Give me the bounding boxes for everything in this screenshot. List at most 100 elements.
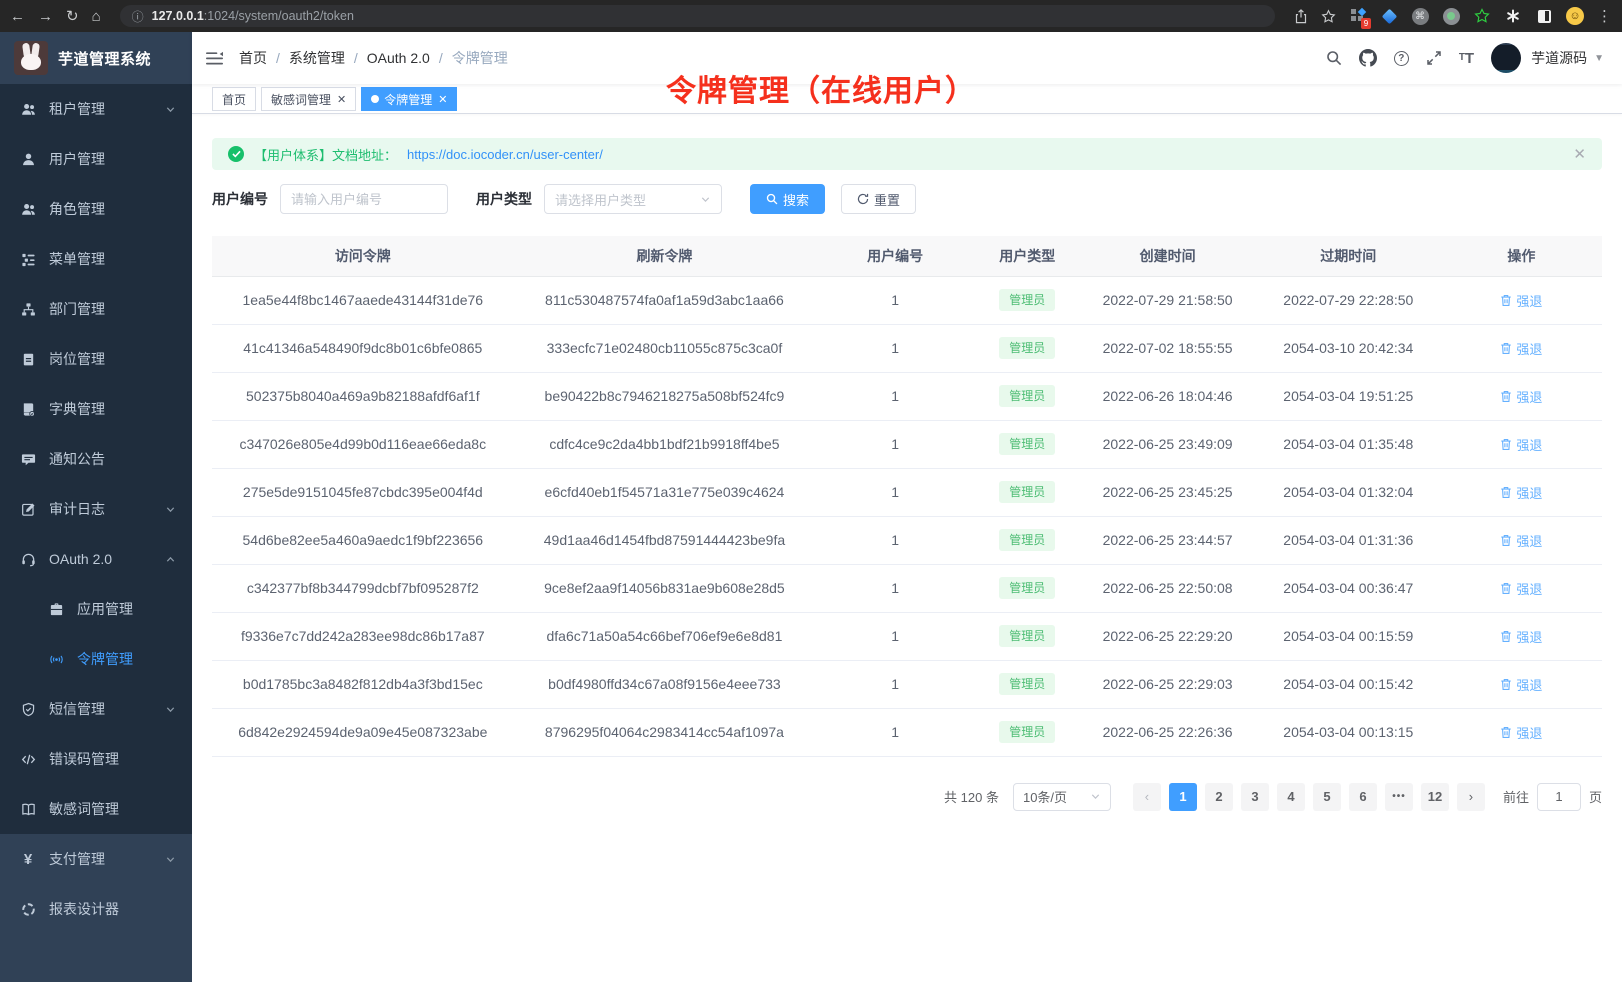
force-logout-button[interactable]: 强退 bbox=[1500, 483, 1542, 502]
sidebar-item-pay[interactable]: ¥ 支付管理 bbox=[0, 834, 192, 884]
sidebar-item-label: 令牌管理 bbox=[77, 651, 133, 667]
force-logout-button[interactable]: 强退 bbox=[1500, 387, 1542, 406]
extension-grid-icon[interactable]: 9 bbox=[1349, 7, 1371, 29]
github-icon[interactable] bbox=[1358, 49, 1377, 67]
jump-page-input[interactable] bbox=[1536, 782, 1581, 811]
sidebar-item-sensitive-word[interactable]: 敏感词管理 bbox=[0, 784, 192, 834]
site-info-icon[interactable]: ⓘ bbox=[131, 9, 144, 24]
sidebar-item-user[interactable]: 用户管理 bbox=[0, 134, 192, 184]
prev-page-button[interactable]: ‹ bbox=[1132, 782, 1161, 811]
sidebar-item-error-code[interactable]: 错误码管理 bbox=[0, 734, 192, 784]
cell-user-id: 1 bbox=[815, 276, 976, 325]
share-icon[interactable] bbox=[1294, 8, 1308, 24]
sidebar-item-audit-log[interactable]: 审计日志 bbox=[0, 484, 192, 534]
command-extension-icon[interactable]: ⌘ bbox=[1411, 7, 1429, 25]
browser-forward-icon[interactable]: → bbox=[38, 7, 53, 25]
col-created: 创建时间 bbox=[1079, 236, 1256, 277]
alert-close-icon[interactable]: ✕ bbox=[1573, 146, 1586, 163]
recorder-extension-icon[interactable] bbox=[1442, 7, 1460, 25]
cell-refresh-token: be90422b8c7946218275a508bf524fc9 bbox=[513, 372, 816, 421]
user-menu-caret-icon[interactable]: ▼ bbox=[1594, 52, 1604, 64]
bookmark-star-icon[interactable] bbox=[1321, 8, 1336, 24]
fullscreen-icon[interactable] bbox=[1426, 50, 1442, 66]
force-logout-button[interactable]: 强退 bbox=[1500, 723, 1542, 742]
cell-access-token: b0d1785bc3a8482f812db4a3f3bd15ec bbox=[212, 660, 514, 709]
tab-sensitive-word[interactable]: 敏感词管理 ✕ bbox=[261, 87, 357, 111]
yen-icon: ¥ bbox=[23, 850, 33, 868]
sidebar-item-dept[interactable]: 部门管理 bbox=[0, 284, 192, 334]
breadcrumb-item[interactable]: 系统管理 bbox=[288, 50, 345, 66]
sidebar-item-oauth2-token[interactable]: 令牌管理 bbox=[0, 634, 192, 684]
app-logo[interactable]: 芋道管理系统 bbox=[0, 32, 192, 84]
breadcrumb-item[interactable]: OAuth 2.0 bbox=[366, 50, 430, 66]
force-logout-button[interactable]: 强退 bbox=[1500, 579, 1542, 598]
users-icon bbox=[20, 102, 36, 117]
search-button[interactable]: 搜索 bbox=[750, 184, 826, 214]
browser-reload-icon[interactable]: ↻ bbox=[66, 7, 79, 25]
user-id-input[interactable] bbox=[280, 184, 448, 214]
pie-icon bbox=[20, 902, 36, 917]
sidebar-item-notice[interactable]: 通知公告 bbox=[0, 434, 192, 484]
address-bar[interactable]: ⓘ 127.0.0.1:1024/system/oauth2/token bbox=[119, 5, 1275, 27]
doc-alert-banner: 【用户体系】文档地址： https://doc.iocoder.cn/user-… bbox=[212, 138, 1602, 170]
force-logout-button[interactable]: 强退 bbox=[1500, 627, 1542, 646]
page-button-12[interactable]: 12 bbox=[1420, 782, 1449, 811]
cell-access-token: 6d842e2924594de9a09e45e087323abe bbox=[212, 708, 514, 757]
browser-back-icon[interactable]: ← bbox=[10, 7, 25, 25]
sidebar-item-sms[interactable]: 短信管理 bbox=[0, 684, 192, 734]
search-icon[interactable] bbox=[1326, 50, 1342, 66]
jump-prefix: 前往 bbox=[1502, 790, 1529, 805]
tab-home[interactable]: 首页 ✕ bbox=[212, 87, 257, 111]
breadcrumb-item[interactable]: 首页 bbox=[239, 50, 267, 66]
force-logout-button[interactable]: 强退 bbox=[1500, 291, 1542, 310]
help-icon[interactable]: ? bbox=[1393, 50, 1409, 66]
user-name[interactable]: 芋道源码 bbox=[1531, 50, 1588, 66]
gem-extension-icon[interactable] bbox=[1380, 7, 1398, 25]
chevron-down-icon bbox=[700, 194, 711, 205]
tab-close-icon[interactable]: ✕ bbox=[337, 93, 347, 106]
sidebar-item-role[interactable]: 角色管理 bbox=[0, 184, 192, 234]
reset-button[interactable]: 重置 bbox=[841, 184, 917, 214]
page-size-select[interactable]: 10条/页 bbox=[1012, 782, 1111, 811]
browser-menu-icon[interactable]: ⋮ bbox=[1597, 8, 1612, 25]
page-button-5[interactable]: 5 bbox=[1312, 782, 1341, 811]
cell-created-time: 2022-07-29 21:58:50 bbox=[1079, 276, 1256, 325]
page-button-1[interactable]: 1 bbox=[1168, 782, 1197, 811]
page-button-2[interactable]: 2 bbox=[1204, 782, 1233, 811]
sidebar-item-report-design[interactable]: 报表设计器 bbox=[0, 884, 192, 934]
sidebar-extension-icon[interactable] bbox=[1535, 7, 1553, 25]
tag-tab-bar: 首页 ✕ 敏感词管理 ✕ 令牌管理 ✕ bbox=[192, 84, 1622, 114]
tab-close-icon[interactable]: ✕ bbox=[438, 93, 448, 106]
next-page-button[interactable]: › bbox=[1456, 782, 1485, 811]
user-type-select[interactable]: 请选择用户类型 bbox=[544, 184, 722, 214]
doc-link[interactable]: https://doc.iocoder.cn/user-center/ bbox=[407, 146, 603, 162]
sidebar-item-post[interactable]: 岗位管理 bbox=[0, 334, 192, 384]
page-button-6[interactable]: 6 bbox=[1348, 782, 1377, 811]
page-button-3[interactable]: 3 bbox=[1240, 782, 1269, 811]
tree-icon bbox=[20, 302, 36, 317]
sidebar-item-label: 审计日志 bbox=[49, 501, 105, 517]
sidebar-item-dict[interactable]: 字典管理 bbox=[0, 384, 192, 434]
pinwheel-extension-icon[interactable] bbox=[1504, 7, 1522, 25]
force-logout-button[interactable]: 强退 bbox=[1500, 675, 1542, 694]
force-logout-button[interactable]: 强退 bbox=[1500, 339, 1542, 358]
force-logout-button[interactable]: 强退 bbox=[1500, 435, 1542, 454]
profile-avatar-icon[interactable]: ☺ bbox=[1566, 7, 1584, 25]
more-pages-button[interactable]: ••• bbox=[1384, 782, 1413, 811]
sidebar-collapse-icon[interactable] bbox=[206, 51, 223, 66]
tab-token[interactable]: 令牌管理 ✕ bbox=[361, 87, 458, 111]
page-button-4[interactable]: 4 bbox=[1276, 782, 1305, 811]
sidebar-item-oauth2-app[interactable]: 应用管理 bbox=[0, 584, 192, 634]
green-star-extension-icon[interactable] bbox=[1473, 7, 1491, 25]
force-logout-button[interactable]: 强退 bbox=[1500, 531, 1542, 550]
table-row: 41c41346a548490f9dc8b01c6bfe0865 333ecfc… bbox=[212, 324, 1602, 373]
tab-label: 首页 bbox=[222, 92, 247, 107]
alert-text: 【用户体系】文档地址： bbox=[254, 147, 398, 163]
sidebar-item-tenant[interactable]: 租户管理 bbox=[0, 84, 192, 134]
browser-home-icon[interactable]: ⌂ bbox=[91, 7, 101, 25]
cell-created-time: 2022-06-25 22:29:20 bbox=[1079, 612, 1256, 661]
sidebar-item-oauth2[interactable]: OAuth 2.0 bbox=[0, 534, 192, 584]
user-avatar[interactable] bbox=[1491, 43, 1522, 73]
sidebar-item-menu[interactable]: 菜单管理 bbox=[0, 234, 192, 284]
